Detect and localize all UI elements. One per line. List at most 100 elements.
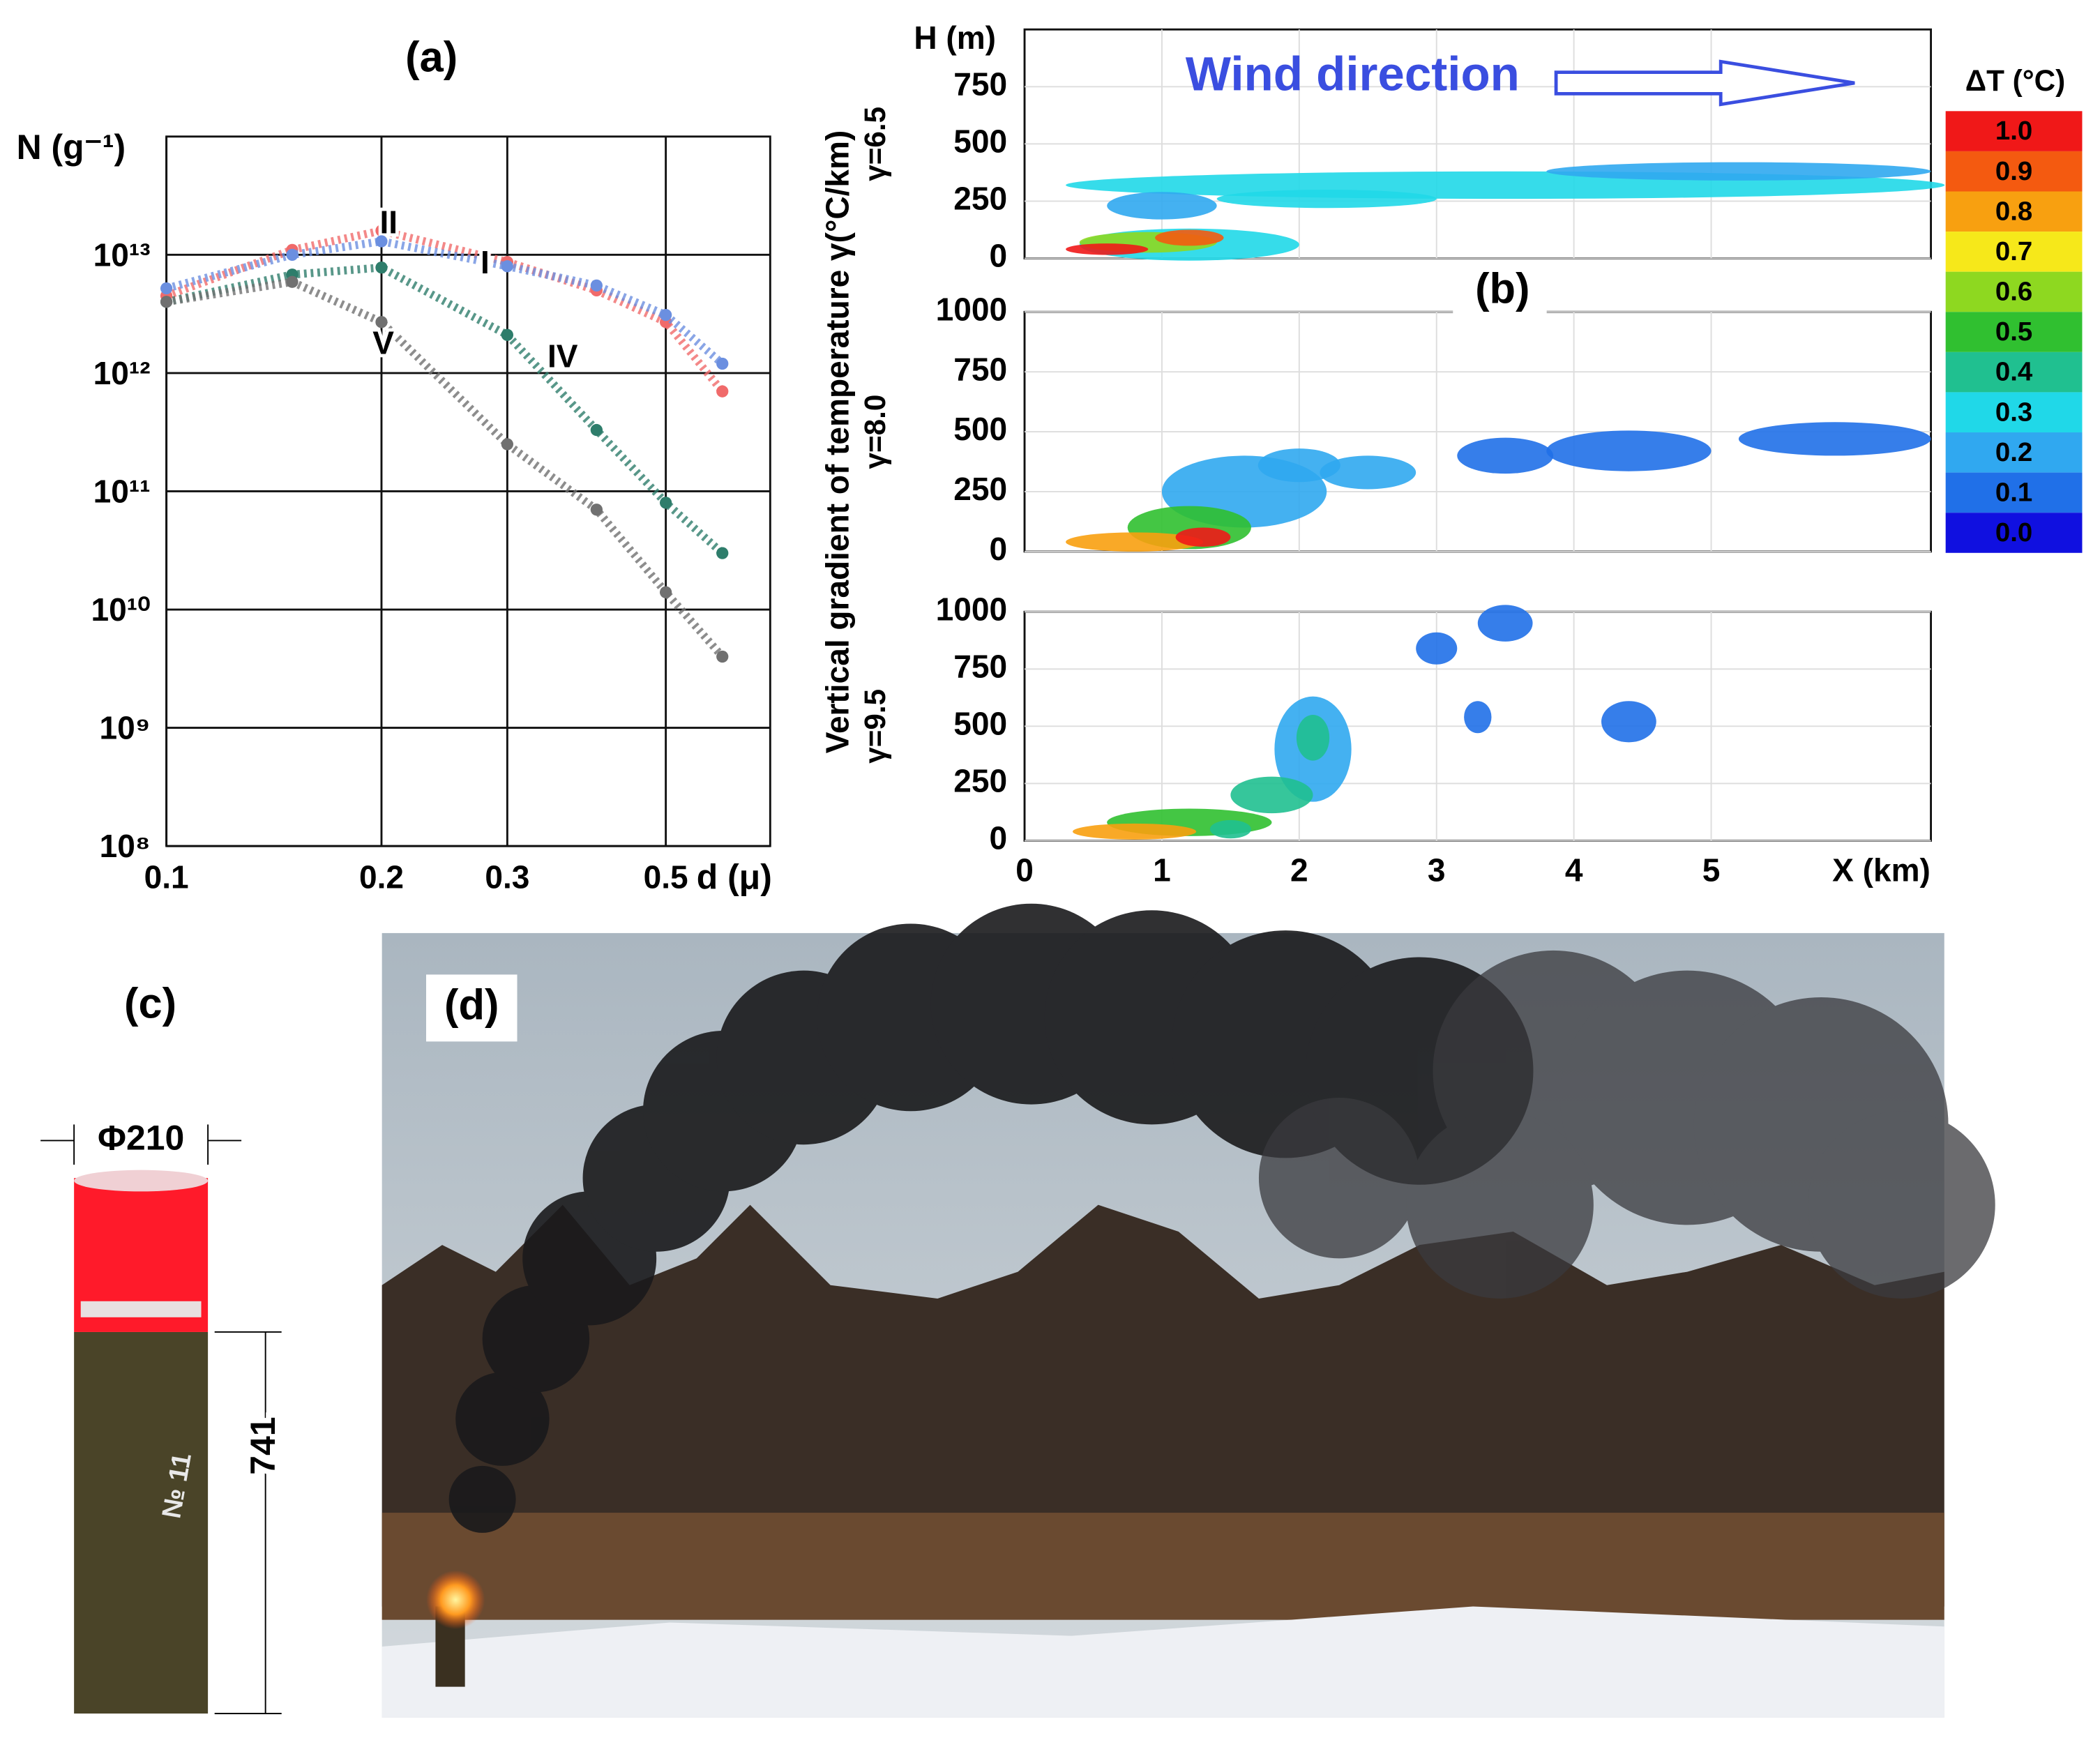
panel-title: γ=8.0 xyxy=(859,395,891,469)
plume xyxy=(1546,430,1712,471)
plume xyxy=(1464,701,1492,734)
data-point xyxy=(501,328,514,341)
plume xyxy=(1477,605,1533,642)
panel-label: (c) xyxy=(124,980,176,1028)
data-point xyxy=(160,296,173,308)
data-point xyxy=(716,547,729,559)
y-tick-label: 0 xyxy=(989,820,1007,856)
plume xyxy=(1155,229,1224,246)
colorbar-cell xyxy=(1945,111,2083,151)
y-tick-label: 10¹¹ xyxy=(93,473,151,509)
y-tick-label: 10¹² xyxy=(93,355,151,391)
y-tick-label: 500 xyxy=(953,706,1007,742)
plume xyxy=(1066,532,1203,552)
data-point xyxy=(659,497,672,509)
series-label: IV xyxy=(547,338,578,375)
plot-frame xyxy=(165,135,771,847)
colorbar-cell xyxy=(1945,271,2083,312)
x-tick-label: 0.3 xyxy=(485,859,529,895)
plume xyxy=(1416,632,1458,665)
colorbar-label: 0.8 xyxy=(1995,196,2032,226)
plume xyxy=(1457,437,1554,474)
data-point xyxy=(716,385,729,398)
plume xyxy=(1296,714,1330,761)
colorbar-cell xyxy=(1945,432,2083,473)
canister-band xyxy=(80,1301,202,1317)
data-point xyxy=(501,260,514,273)
data-point xyxy=(659,308,672,322)
y-axis-title: H (m) xyxy=(914,20,996,56)
plume xyxy=(1257,448,1340,483)
y-tick-label: 0 xyxy=(989,238,1007,274)
diameter-label: Φ210 xyxy=(98,1119,184,1158)
colorbar-label: 0.5 xyxy=(1995,317,2032,347)
y-tick-label: 750 xyxy=(953,648,1007,684)
colorbar-label: 0.2 xyxy=(1995,437,2032,467)
x-axis-label: d (μ) xyxy=(697,857,772,896)
colorbar-title: ΔT (°C) xyxy=(1965,64,2065,97)
label-box xyxy=(425,974,518,1042)
x-tick-label: 5 xyxy=(1702,852,1721,888)
smoke xyxy=(1258,950,1995,1299)
snow xyxy=(382,1606,1944,1718)
data-point xyxy=(590,423,603,437)
data-point xyxy=(375,262,388,274)
panel-label: (b) xyxy=(1475,265,1529,313)
plume xyxy=(1601,701,1656,743)
x-tick-label: 3 xyxy=(1428,852,1446,888)
plume xyxy=(1546,162,1931,181)
colorbar-label: 0.7 xyxy=(1995,236,2032,266)
y-tick-label: 10¹⁰ xyxy=(91,591,151,628)
plume xyxy=(1230,776,1313,814)
x-axis-label: X (km) xyxy=(1832,852,1931,888)
x-tick-label: 2 xyxy=(1290,852,1308,888)
y-axis-label: Vertical gradient of temperature γ(°C/km… xyxy=(819,130,855,754)
colorbar-cell xyxy=(1945,351,2083,393)
x-tick-label: 0 xyxy=(1015,852,1034,888)
y-tick-label: 250 xyxy=(953,471,1007,507)
shrubs xyxy=(382,1513,1944,1620)
y-tick-label: 1000 xyxy=(936,291,1007,327)
plume xyxy=(1107,192,1217,220)
plume xyxy=(1320,455,1417,490)
data-point xyxy=(659,586,672,598)
data-point xyxy=(160,282,173,295)
label-box xyxy=(1453,265,1547,319)
data-point xyxy=(286,248,299,261)
data-point xyxy=(716,357,729,370)
y-tick-label: 750 xyxy=(953,351,1007,387)
y-tick-label: 250 xyxy=(953,763,1007,799)
photo: (d) xyxy=(382,903,1995,1718)
plume xyxy=(1072,823,1197,840)
data-point xyxy=(716,650,729,663)
colorbar-label: 0.4 xyxy=(1995,357,2033,387)
x-tick-label: 1 xyxy=(1153,852,1171,888)
data-point xyxy=(590,504,603,516)
colorbar-cell xyxy=(1945,472,2083,513)
colorbar-cell xyxy=(1945,191,2083,232)
y-tick-label: 10⁸ xyxy=(100,828,151,864)
x-tick-label: 0.1 xyxy=(144,859,189,895)
y-tick-label: 1000 xyxy=(936,591,1007,627)
series-label: V xyxy=(372,324,394,361)
colorbar-label: 0.6 xyxy=(1995,277,2032,307)
plume xyxy=(1216,189,1437,209)
colorbar-cell xyxy=(1945,312,2083,352)
colorbar-label: 0.0 xyxy=(1995,517,2032,547)
panel-label: (d) xyxy=(444,981,499,1029)
canister: (c) Φ210 741 № 11 xyxy=(40,980,288,1714)
data-point xyxy=(375,225,388,237)
y-tick-label: 0 xyxy=(989,531,1007,567)
series-label: I xyxy=(481,244,490,280)
plume xyxy=(1175,527,1231,547)
annotation: Wind direction xyxy=(1186,47,1520,101)
data-point xyxy=(375,316,388,328)
data-point xyxy=(590,279,603,292)
data-point xyxy=(375,235,388,248)
y-tick-label: 10⁹ xyxy=(99,710,150,746)
colorbar-cell xyxy=(1945,151,2083,192)
colorbar-cell xyxy=(1945,392,2083,433)
colorbar-label: 0.1 xyxy=(1995,477,2032,507)
y-tick-label: 10¹³ xyxy=(93,236,151,273)
x-tick-label: 4 xyxy=(1565,852,1583,888)
